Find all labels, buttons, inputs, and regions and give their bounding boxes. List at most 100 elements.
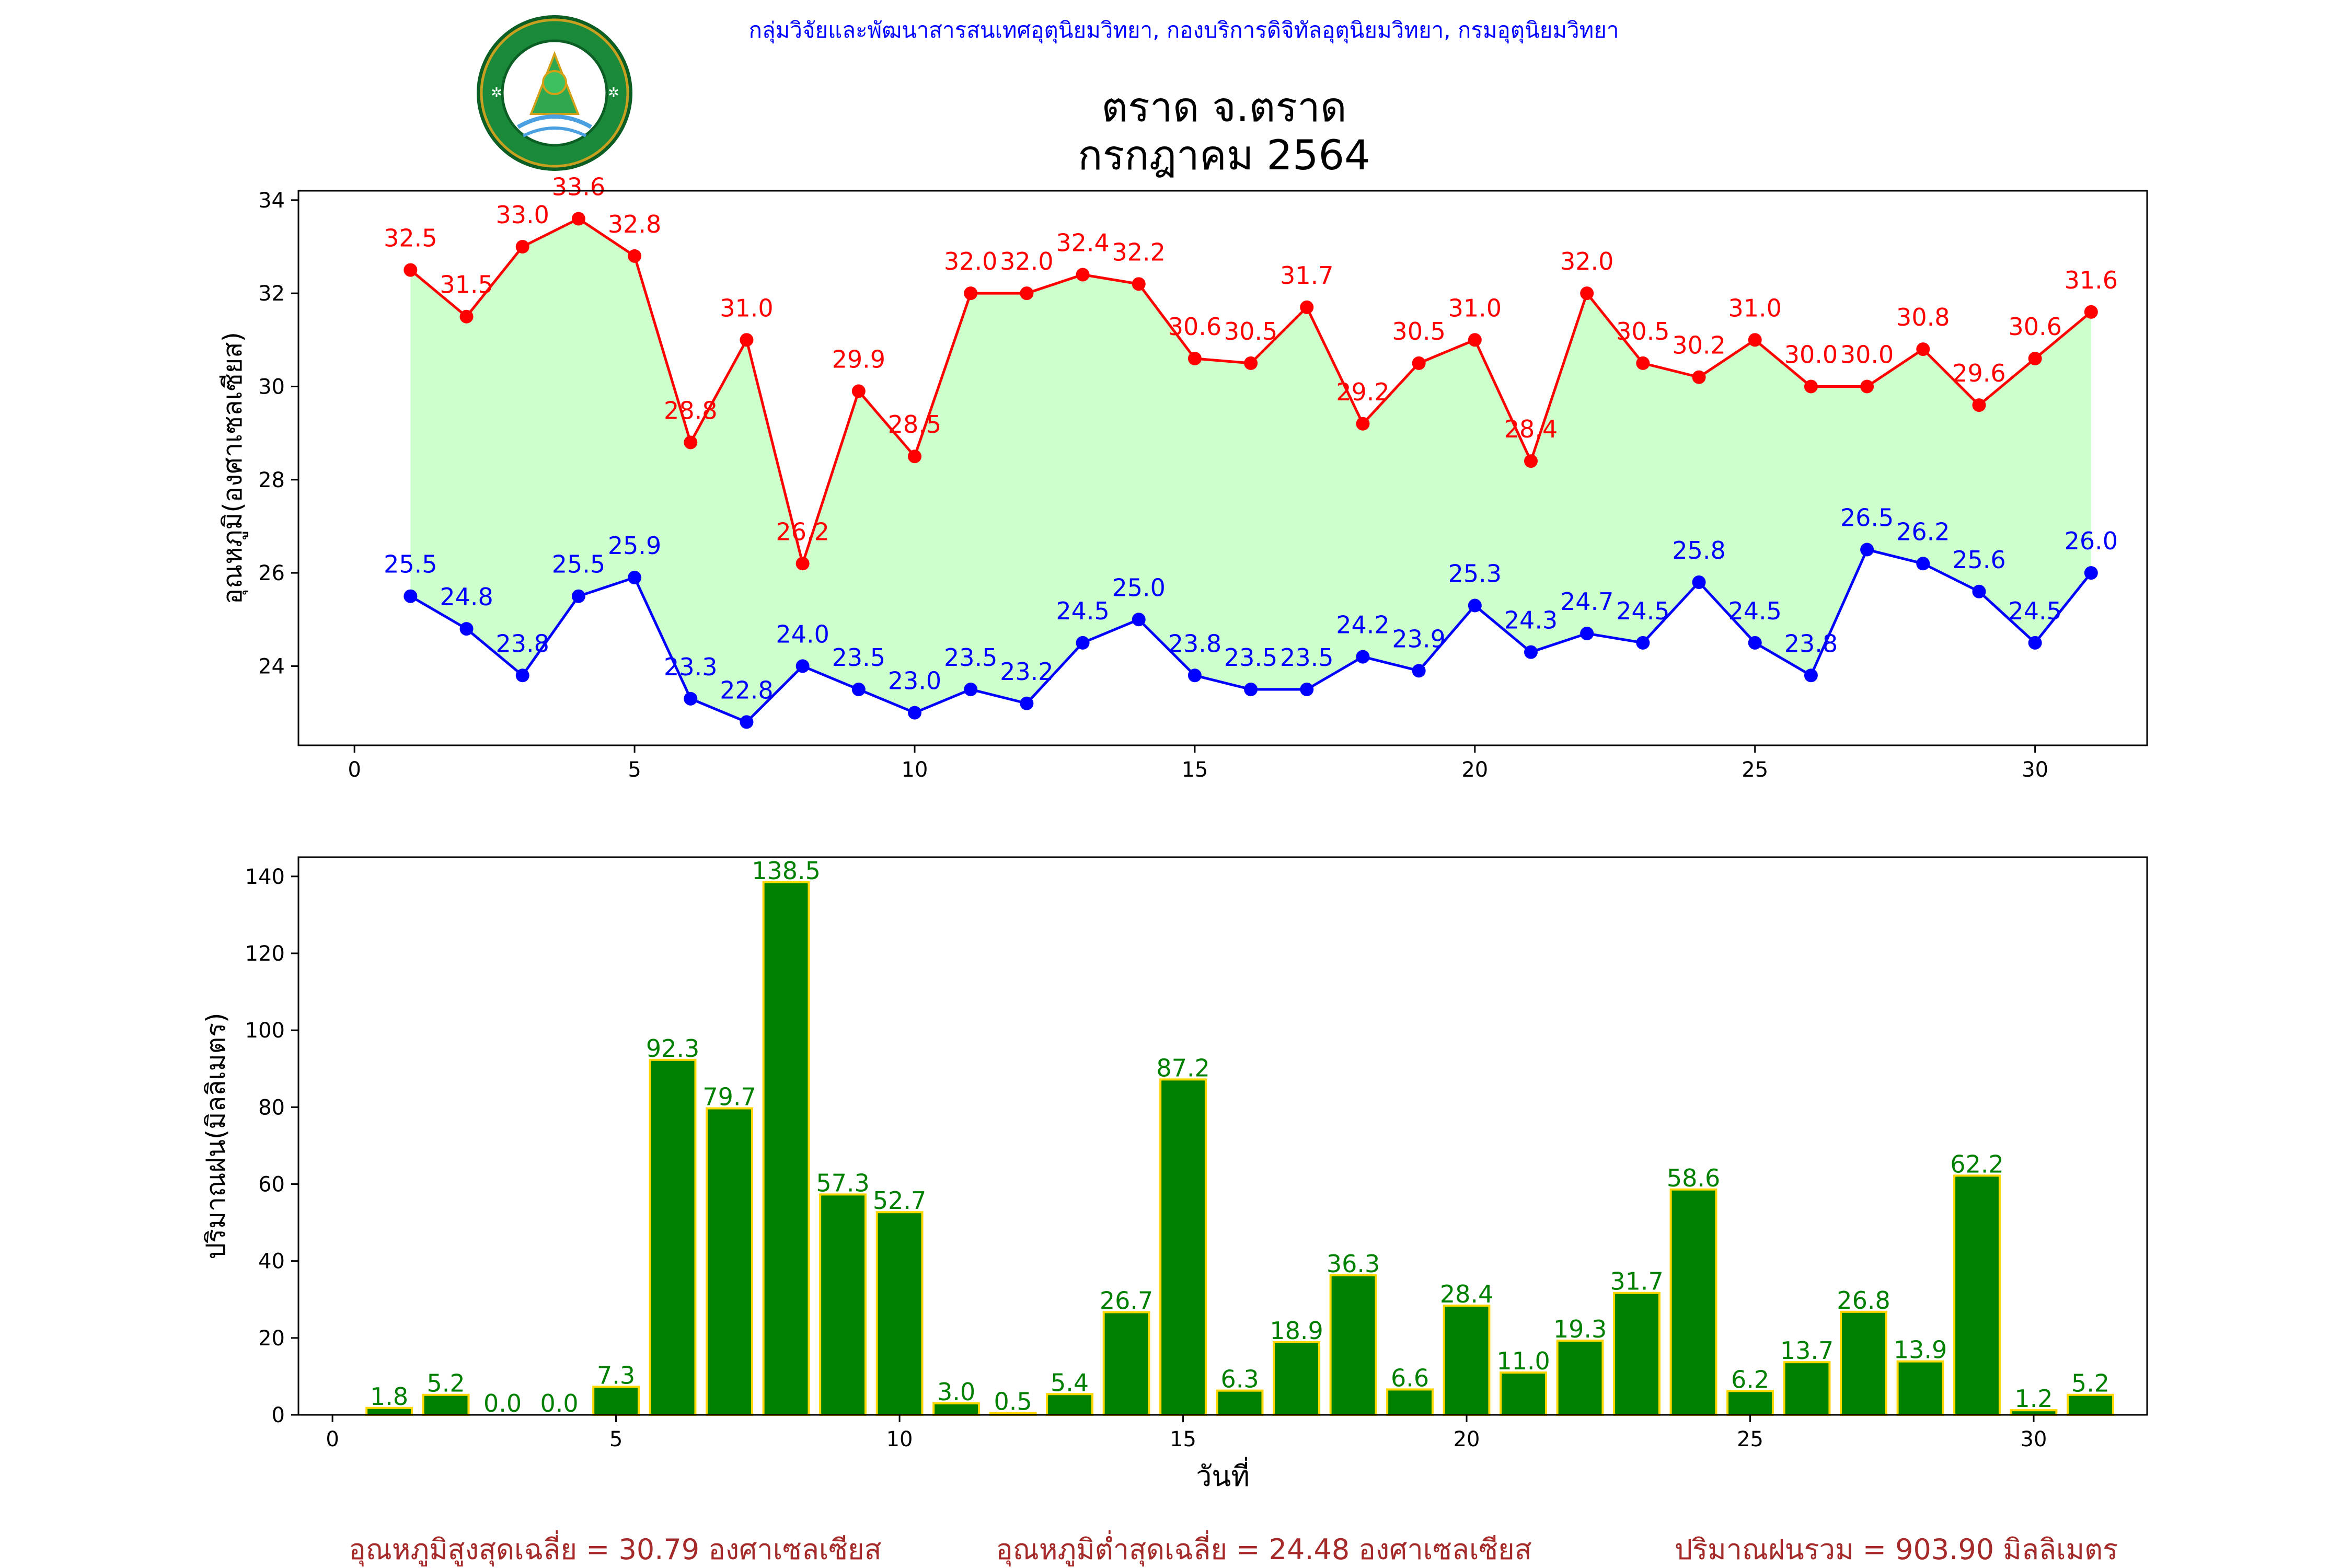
rainfall-bar	[1329, 1274, 1377, 1416]
rainfall-bar-label: 31.7	[1610, 1267, 1663, 1296]
max-temp-point	[1412, 356, 1426, 370]
min-temp-point	[1580, 627, 1594, 641]
max-temp-label: 30.0	[1784, 340, 1838, 368]
min-temp-point	[628, 571, 642, 585]
max-temp-label: 30.8	[1896, 303, 1950, 331]
min-temp-label: 24.5	[1056, 597, 1109, 625]
max-temp-label: 30.2	[1672, 331, 1725, 360]
rainfall-bar	[706, 1107, 753, 1416]
temp-y-tick-label: 32	[258, 282, 285, 306]
rainfall-bar-label: 57.3	[816, 1169, 869, 1197]
rainfall-bar	[1896, 1360, 1944, 1416]
max-temp-point	[1020, 286, 1034, 301]
rainfall-y-axis-label: ปริมาณฝน(มิลลิเมตร)	[201, 1012, 231, 1259]
max-temp-point	[1804, 379, 1818, 394]
svg-text:✲: ✲	[608, 85, 619, 101]
min-temp-label: 26.5	[1840, 504, 1894, 532]
max-temp-point	[740, 333, 754, 347]
rain-x-tick-label: 25	[1737, 1427, 1763, 1451]
rainfall-x-axis-label: วันที่	[1196, 1457, 1250, 1493]
min-temp-label: 23.0	[888, 667, 941, 695]
min-temp-label: 25.3	[1448, 560, 1502, 588]
rainfall-bar-label: 28.4	[1440, 1280, 1493, 1308]
rainfall-bar	[1443, 1305, 1491, 1416]
rain-x-tick-label: 20	[1454, 1427, 1480, 1451]
rainfall-bar	[1613, 1292, 1661, 1416]
min-temp-label: 26.2	[1896, 517, 1950, 546]
max-temp-label: 28.5	[888, 410, 941, 439]
min-temp-label: 24.5	[1616, 597, 1669, 625]
rainfall-bar-label: 7.3	[597, 1361, 635, 1389]
min-temp-point	[1748, 636, 1762, 650]
max-temp-point	[1132, 277, 1146, 291]
min-temp-label: 23.8	[496, 629, 549, 658]
meteorological-department-logo: ✲ ✲	[477, 15, 632, 171]
max-temp-label: 30.0	[1840, 340, 1894, 368]
max-temp-point	[1692, 370, 1706, 384]
max-temp-point	[851, 384, 866, 398]
temperature-plot-frame	[297, 190, 2148, 746]
min-temp-point	[740, 715, 754, 729]
rainfall-bar-label: 1.2	[2014, 1385, 2053, 1413]
max-temp-label: 28.4	[1504, 415, 1558, 443]
rainfall-bar-label: 1.8	[370, 1382, 408, 1411]
max-temp-label: 32.0	[1000, 247, 1053, 275]
max-temp-point	[1356, 417, 1370, 431]
min-temp-point	[1300, 683, 1314, 697]
min-temp-label: 25.8	[1672, 536, 1725, 564]
max-temp-label: 28.8	[664, 396, 717, 424]
rain-x-tick-label: 10	[886, 1427, 913, 1451]
rainfall-bar	[2067, 1393, 2114, 1416]
min-temp-label: 24.0	[776, 620, 829, 648]
max-temp-point	[571, 212, 585, 226]
min-temp-label: 24.3	[1504, 606, 1558, 635]
min-temp-point	[515, 668, 529, 683]
min-temp-label: 23.8	[1784, 629, 1838, 658]
max-temp-label: 29.2	[1336, 378, 1389, 406]
max-temp-label: 30.5	[1392, 317, 1445, 345]
rainfall-bar-label: 11.0	[1496, 1347, 1550, 1375]
min-temp-label: 24.5	[2008, 597, 2061, 625]
min-temp-point	[1076, 636, 1090, 650]
max-temp-label: 31.5	[440, 271, 493, 299]
rainfall-bar-label: 0.0	[540, 1389, 579, 1417]
rainfall-bar-label: 6.2	[1731, 1365, 1769, 1393]
min-temp-label: 25.5	[384, 550, 437, 579]
rainfall-bar	[1386, 1388, 1434, 1416]
max-temp-label: 31.0	[1728, 294, 1782, 322]
avg-min-temp-text: อุณหภูมิต่ำสุดเฉลี่ย = 24.48 องศาเซลเซีย…	[996, 1530, 1531, 1567]
rainfall-bar-label: 138.5	[752, 857, 821, 885]
max-temp-label: 31.0	[1448, 294, 1502, 322]
min-temp-label: 23.9	[1392, 625, 1445, 653]
max-temp-point	[1748, 333, 1762, 347]
rainfall-bar-label: 3.0	[937, 1378, 975, 1406]
rainfall-bar-label: 87.2	[1156, 1054, 1209, 1082]
max-temp-point	[628, 249, 642, 263]
max-temp-point	[1636, 356, 1650, 370]
rain-x-tick-label: 0	[326, 1427, 339, 1451]
rain-x-tick-label: 30	[2021, 1427, 2047, 1451]
min-temp-point	[1692, 575, 1706, 589]
max-temp-point	[1580, 286, 1594, 301]
min-temp-point	[1468, 598, 1482, 613]
rainfall-bar-label: 0.5	[994, 1387, 1032, 1415]
temp-x-tick-label: 25	[1742, 758, 1768, 782]
min-temp-label: 23.8	[1168, 629, 1221, 658]
max-temp-point	[1187, 351, 1202, 365]
rainfall-bar-label: 36.3	[1327, 1250, 1380, 1278]
min-temp-point	[1412, 664, 1426, 678]
rain-y-tick-label: 100	[245, 1019, 285, 1043]
rainfall-bar-label: 79.7	[702, 1083, 756, 1111]
rainfall-bar-label: 26.8	[1837, 1286, 1890, 1315]
min-temp-label: 23.5	[944, 643, 997, 672]
rainfall-bar-label: 0.0	[483, 1389, 522, 1417]
rainfall-bar-label: 19.3	[1553, 1315, 1607, 1343]
rainfall-bar-label: 5.4	[1051, 1368, 1089, 1397]
temp-y-tick-label: 30	[258, 375, 285, 399]
chart-title-line2: กรกฎาคม 2564	[1078, 132, 1370, 179]
rainfall-bar	[1726, 1390, 1774, 1416]
rain-y-tick-label: 140	[245, 865, 285, 889]
total-rainfall-text: ปริมาณฝนรวม = 903.90 มิลลิเมตร	[1675, 1533, 2118, 1566]
min-temp-point	[1916, 557, 1930, 571]
max-temp-point	[1076, 268, 1090, 282]
